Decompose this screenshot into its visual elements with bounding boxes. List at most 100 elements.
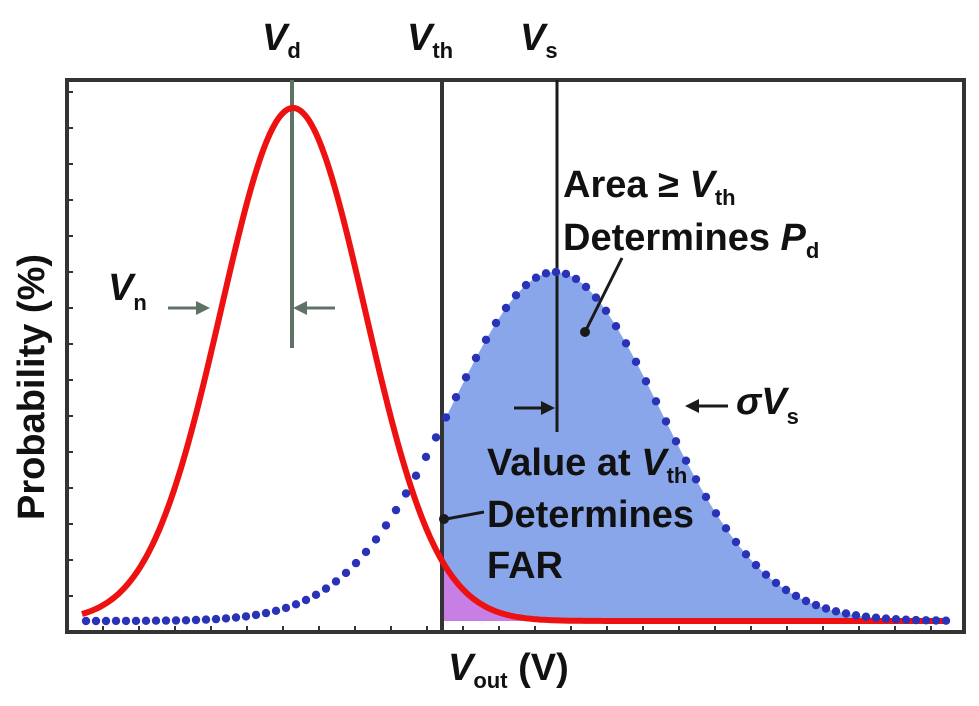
vd-label: Vd bbox=[262, 17, 301, 63]
axis-ticks bbox=[67, 91, 932, 632]
signal-curve-dot bbox=[231, 613, 241, 622]
signal-curve-dot bbox=[881, 614, 891, 623]
signal-curve-dot bbox=[491, 318, 501, 328]
signal-curve-dot bbox=[261, 608, 271, 618]
signal-curve-dot bbox=[641, 377, 651, 386]
signal-curve-dot bbox=[671, 437, 681, 446]
signal-curve-dot bbox=[791, 591, 801, 601]
signal-curve-dot bbox=[101, 616, 111, 626]
signal-curve-dot bbox=[221, 614, 231, 623]
sigma-arrow bbox=[685, 399, 728, 413]
vth-label: Vth bbox=[407, 17, 453, 63]
signal-curve-dot bbox=[441, 413, 451, 422]
signal-curve-dot bbox=[451, 393, 461, 402]
signal-curve-dot bbox=[701, 492, 711, 502]
signal-curve-dot bbox=[531, 273, 541, 282]
signal-distribution-curve bbox=[81, 267, 951, 626]
vn-width-arrows bbox=[168, 301, 335, 315]
signal-curve-dot bbox=[241, 612, 251, 621]
signal-mean-arrow bbox=[514, 401, 555, 415]
signal-curve-dot bbox=[811, 600, 821, 610]
signal-curve-dot bbox=[711, 509, 721, 518]
signal-curve-dot bbox=[941, 616, 951, 625]
signal-curve-dot bbox=[551, 267, 561, 277]
signal-curve-dot bbox=[621, 339, 631, 348]
value-annotation-line1: Value at Vth bbox=[487, 442, 687, 488]
x-axis-label: Vout (V) bbox=[448, 647, 569, 693]
noise-distribution-curve bbox=[81, 105, 949, 624]
signal-curve-dot bbox=[111, 616, 121, 626]
signal-curve-dot bbox=[601, 306, 611, 315]
signal-curve-dot bbox=[191, 615, 201, 625]
signal-curve-dot bbox=[631, 357, 641, 366]
signal-curve-dot bbox=[311, 590, 321, 599]
signal-curve-dot bbox=[591, 293, 601, 302]
area-annotation-line2: Determines Pd bbox=[563, 217, 819, 263]
signal-curve-dot bbox=[691, 475, 701, 484]
signal-curve-dot bbox=[131, 616, 141, 626]
signal-curve-dot bbox=[861, 612, 871, 621]
signal-curve-dot bbox=[521, 280, 531, 290]
signal-curve-dot bbox=[481, 335, 491, 344]
signal-curve-dot bbox=[381, 521, 391, 530]
area-pointer bbox=[580, 257, 624, 337]
signal-curve-dot bbox=[171, 616, 181, 625]
plot-frame bbox=[65, 78, 966, 634]
signal-curve-dot bbox=[841, 609, 851, 618]
signal-curve-dot bbox=[281, 603, 291, 613]
signal-curve-dot bbox=[541, 269, 551, 278]
signal-curve-dot bbox=[801, 596, 811, 606]
value-annotation-line2: Determines bbox=[487, 494, 694, 536]
signal-curve-dot bbox=[681, 456, 691, 465]
y-axis-label: Probability (%) bbox=[11, 254, 53, 520]
signal-curve-dot bbox=[721, 524, 731, 533]
signal-curve-dot bbox=[391, 505, 401, 515]
signal-curve-dot bbox=[331, 577, 341, 586]
signal-curve-dot bbox=[321, 584, 331, 593]
signal-curve-dot bbox=[771, 578, 781, 588]
signal-curve-dot bbox=[891, 615, 901, 624]
signal-curve-dot bbox=[401, 489, 411, 498]
signal-curve-dot bbox=[501, 303, 511, 313]
signal-curve-dot bbox=[141, 616, 151, 625]
signal-curve-dot bbox=[371, 535, 381, 544]
signal-curve-dot bbox=[781, 585, 791, 595]
signal-curve-dot bbox=[471, 353, 481, 363]
signal-curve-dot bbox=[361, 547, 371, 557]
signal-curve-dot bbox=[201, 615, 211, 624]
detection-probability-area bbox=[442, 272, 948, 621]
signal-curve-dot bbox=[461, 373, 471, 382]
signal-curve-dot bbox=[251, 610, 261, 620]
signal-curve-dot bbox=[931, 616, 941, 625]
signal-curve-dot bbox=[851, 611, 861, 620]
signal-curve-dot bbox=[511, 291, 521, 300]
signal-curve-dot bbox=[421, 452, 431, 462]
signal-curve-dot bbox=[741, 550, 751, 559]
signal-curve-dot bbox=[211, 614, 221, 624]
signal-curve-dot bbox=[901, 615, 911, 624]
signal-curve-dot bbox=[161, 616, 171, 625]
signal-curve-dot bbox=[571, 274, 581, 284]
signal-curve-dot bbox=[411, 471, 421, 480]
signal-curve-dot bbox=[301, 595, 311, 605]
signal-curve-dot bbox=[921, 616, 931, 625]
signal-curve-dot bbox=[291, 600, 301, 609]
signal-curve-dot bbox=[831, 607, 841, 616]
sigma-vs-label: σVs bbox=[736, 381, 799, 429]
signal-curve-dot bbox=[611, 322, 621, 331]
signal-curve-dot bbox=[581, 282, 591, 292]
signal-curve-dot bbox=[911, 615, 921, 625]
signal-curve-dot bbox=[431, 433, 441, 442]
signal-curve-dot bbox=[91, 616, 101, 626]
signal-curve-dot bbox=[271, 606, 281, 615]
vs-label: Vs bbox=[520, 17, 558, 63]
area-annotation-line1: Area ≥ Vth bbox=[563, 164, 736, 210]
far-pointer bbox=[439, 510, 485, 524]
signal-curve-dot bbox=[821, 604, 831, 613]
signal-curve-dot bbox=[181, 616, 191, 625]
signal-curve-dot bbox=[341, 568, 351, 578]
signal-curve-dot bbox=[661, 417, 671, 426]
value-annotation-line3: FAR bbox=[487, 545, 563, 587]
signal-curve-dot bbox=[351, 558, 361, 568]
